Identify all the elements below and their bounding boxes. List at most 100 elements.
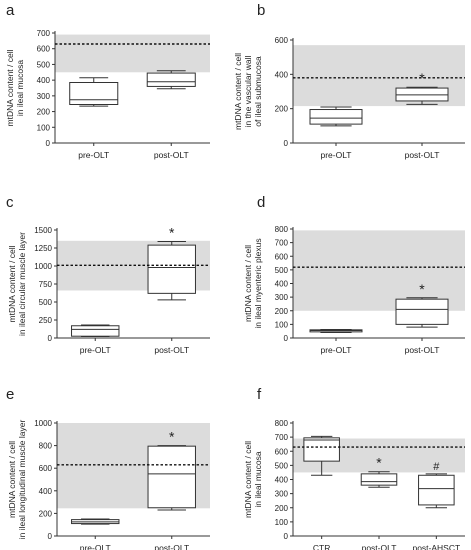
y-axis-label: in ileal longitudinal muscle layer	[17, 420, 27, 540]
panel-a: a 0 100 200 300 400 500 600 700 mtDNA content / c…	[5, 2, 210, 160]
x-tick-label: CTR	[313, 543, 330, 550]
x-tick-label: pre-OLT	[320, 150, 351, 160]
panel-d: d 0 100 200 300 400 500 600 700 800 mtDNA content …	[243, 194, 465, 355]
box-plot-post-olt: *	[395, 70, 449, 105]
y-axis-label: of ileal submucosa	[253, 56, 263, 127]
box-iqr	[309, 109, 363, 125]
y-tick-label: 500	[275, 266, 289, 275]
y-tick-label: 0	[284, 334, 289, 343]
y-tick-label: 0	[284, 532, 289, 541]
y-tick-label: 800	[39, 442, 53, 451]
y-tick-label: 500	[275, 461, 289, 470]
y-axis-label: mtDNA content / cell	[7, 441, 17, 518]
y-tick-label: 400	[275, 70, 289, 79]
y-axis-label: in the vascular wall	[243, 55, 253, 127]
y-tick-label: 800	[275, 419, 289, 428]
y-tick-label: 0	[46, 139, 51, 148]
significance-mark: *	[169, 225, 175, 241]
y-tick-label: 400	[275, 280, 289, 289]
y-tick-label: 400	[275, 476, 289, 485]
x-tick-label: post-OLT	[154, 543, 189, 550]
significance-mark: #	[433, 461, 440, 473]
y-tick-label: 800	[275, 225, 289, 234]
y-tick-label: 300	[37, 92, 51, 101]
y-tick-label: 600	[275, 36, 289, 45]
box-plot-pre-olt	[71, 518, 120, 525]
y-tick-label: 500	[37, 60, 51, 69]
box-plot-pre-olt	[69, 77, 119, 107]
box-iqr	[69, 82, 119, 105]
box-plot-post-olt: *	[147, 429, 196, 511]
y-tick-label: 200	[275, 307, 289, 316]
y-tick-label: 700	[275, 239, 289, 248]
y-tick-label: 200	[275, 105, 289, 114]
panel-c: c 0 250 500 750 1000 1250 1500 mtDNA content / c…	[6, 194, 210, 355]
significance-mark: *	[169, 429, 175, 445]
box-plot-pre-olt	[309, 106, 363, 127]
y-tick-label: 200	[275, 504, 289, 513]
y-tick-label: 400	[39, 487, 53, 496]
y-tick-label: 1000	[34, 419, 52, 428]
panel-b: b 0 200 400 600 mtDNA content / cell in the va…	[233, 2, 465, 160]
x-tick-label: post-OLT	[405, 345, 440, 355]
significance-mark: *	[419, 281, 425, 297]
box-iqr	[147, 244, 196, 294]
y-tick-label: 400	[37, 76, 51, 85]
box-plot-ctr	[303, 435, 340, 476]
y-axis-label: in ileal circular muscle layer	[17, 232, 27, 336]
box-plot-post-olt	[146, 70, 196, 90]
significance-mark: *	[419, 70, 425, 86]
reference-band	[55, 34, 210, 73]
y-axis-label: in ileal mucosa	[15, 60, 25, 116]
panel-letter: c	[6, 194, 14, 211]
y-axis-label: in ileal myenteric plexus	[253, 238, 263, 328]
x-tick-label: post-OLT	[154, 150, 189, 160]
y-axis-label: mtDNA content / cell	[243, 441, 253, 518]
y-tick-label: 500	[39, 298, 53, 307]
y-tick-label: 100	[275, 518, 289, 527]
y-axis-label: mtDNA content / cell	[233, 53, 243, 130]
significance-mark: *	[376, 455, 382, 471]
y-tick-label: 700	[37, 29, 51, 38]
box-plot-pre-olt	[71, 324, 120, 338]
x-tick-label: pre-OLT	[80, 543, 111, 550]
box-iqr	[360, 473, 398, 486]
y-tick-label: 0	[284, 139, 289, 148]
panel-letter: f	[257, 386, 262, 403]
panel-letter: e	[6, 386, 14, 403]
y-tick-label: 300	[275, 490, 289, 499]
y-axis-label: in ileal mucosa	[253, 451, 263, 507]
y-tick-label: 700	[275, 433, 289, 442]
y-tick-label: 1000	[34, 262, 52, 271]
box-plot-pre-olt	[309, 329, 363, 334]
y-tick-label: 200	[37, 108, 51, 117]
y-tick-label: 300	[275, 293, 289, 302]
y-tick-label: 600	[39, 464, 53, 473]
y-axis-label: mtDNA content / cell	[243, 245, 253, 322]
y-tick-label: 200	[39, 509, 53, 518]
panel-letter: b	[257, 2, 265, 19]
x-tick-label: post-OLT	[405, 150, 440, 160]
panel-f: f 0 100 200 300 400 500 600 700 800 mtDNA content …	[243, 386, 465, 550]
y-axis-label: mtDNA content / cell	[7, 245, 17, 322]
y-tick-label: 0	[48, 334, 53, 343]
y-tick-label: 0	[48, 532, 53, 541]
box-iqr	[418, 474, 455, 506]
panel-e: e 0 200 400 600 800 1000 mtDNA content / cell in…	[6, 386, 210, 550]
box-iqr	[71, 325, 120, 337]
panel-letter: a	[6, 2, 15, 19]
x-tick-label: post-AHSCT	[412, 543, 460, 550]
x-tick-label: post-OLT	[362, 543, 397, 550]
box-plot-post-olt: *	[360, 455, 398, 488]
x-tick-label: pre-OLT	[78, 150, 109, 160]
box-iqr	[395, 298, 449, 325]
x-tick-label: pre-OLT	[320, 345, 351, 355]
x-tick-label: post-OLT	[154, 345, 189, 355]
y-tick-label: 600	[37, 45, 51, 54]
y-tick-label: 100	[37, 123, 51, 132]
y-tick-label: 100	[275, 320, 289, 329]
box-iqr	[146, 72, 196, 87]
box-iqr	[303, 437, 340, 462]
box-iqr	[147, 445, 196, 509]
